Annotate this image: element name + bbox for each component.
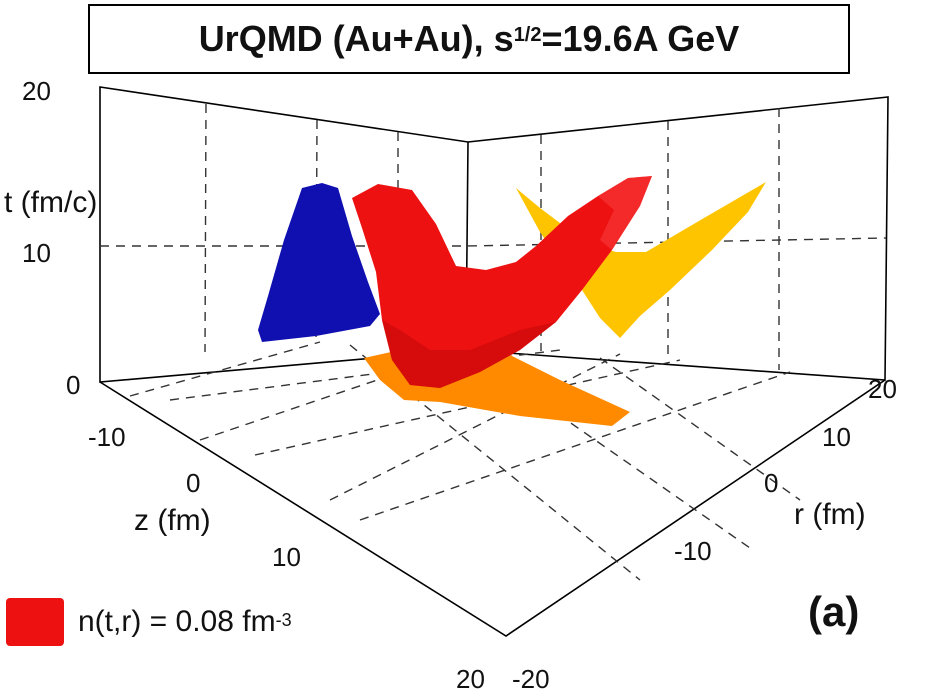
tick-t-0: 0 [66, 370, 80, 400]
axis-label-z: z (fm) [134, 504, 211, 537]
tick-t-20: 20 [22, 76, 51, 106]
tick-r-minus20: -20 [512, 664, 550, 694]
chart-title: UrQMD (Au+Au), s 1/2 =19.6A GeV [88, 4, 850, 74]
axis-label-r: r (fm) [794, 498, 866, 531]
tick-z-20: 20 [456, 664, 485, 694]
tick-r-minus10: -10 [674, 536, 712, 566]
tick-r-20: 20 [868, 374, 897, 404]
tick-z-minus10: -10 [88, 422, 126, 452]
title-superscript: 1/2 [513, 23, 542, 46]
tick-r-10: 10 [822, 422, 851, 452]
tick-z-0: 0 [186, 468, 200, 498]
tick-r-0: 0 [764, 468, 778, 498]
legend-swatch [6, 598, 64, 646]
projection-t-r-yellow [516, 182, 766, 338]
floor-front-edges [99, 379, 886, 637]
legend-superscript: -3 [275, 609, 292, 630]
panel-label: (a) [808, 588, 860, 635]
legend: n(t,r) = 0.08 fm -3 [6, 598, 292, 646]
projection-t-z-blue [258, 183, 380, 342]
tick-z-10: 10 [272, 542, 301, 572]
axis-label-t: t (fm/c) [4, 186, 97, 219]
isosurface-red [352, 176, 652, 388]
legend-text: n(t,r) = 0.08 fm [78, 605, 276, 638]
title-suffix: =19.6A GeV [541, 18, 740, 59]
tick-t-10: 10 [22, 238, 51, 268]
title-prefix: UrQMD (Au+Au), s [198, 18, 514, 59]
